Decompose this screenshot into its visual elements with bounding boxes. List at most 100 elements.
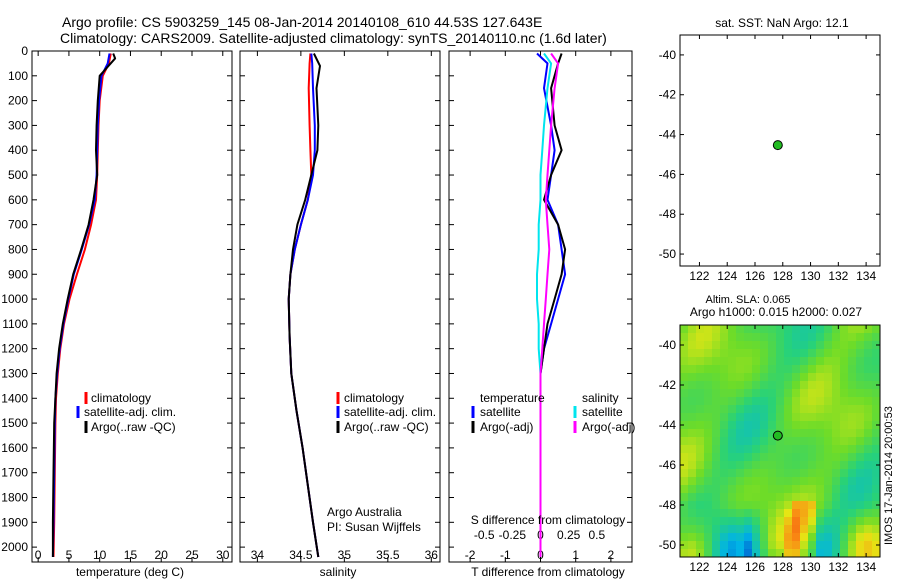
heatmap-cell — [752, 429, 761, 438]
sst-map-frame — [679, 34, 881, 267]
heatmap-cell — [800, 437, 809, 446]
y-tick-label: -48 — [659, 498, 677, 512]
heatmap-cell — [736, 429, 745, 438]
heatmap-cell — [688, 405, 697, 414]
heatmap-cell — [720, 389, 729, 398]
heatmap-cell — [776, 421, 785, 430]
heatmap-cell — [840, 325, 849, 334]
y-tick-label: 100 — [8, 69, 28, 83]
heatmap-cell — [736, 405, 745, 414]
heatmap-cell — [792, 333, 801, 342]
heatmap-cell — [864, 549, 873, 557]
heatmap-cell — [696, 469, 705, 478]
heatmap-cell — [680, 421, 689, 430]
heatmap-cell — [840, 469, 849, 478]
heatmap-cell — [832, 533, 841, 542]
heatmap-cell — [704, 381, 713, 390]
heatmap-cell — [760, 453, 769, 462]
heatmap-cell — [712, 533, 721, 542]
heatmap-cell — [752, 485, 761, 494]
heatmap-cell — [776, 493, 785, 502]
heatmap-cell — [712, 429, 721, 438]
y-tick-label: -50 — [659, 247, 677, 261]
heatmap-cell — [680, 397, 689, 406]
y-tick-label: 200 — [8, 94, 28, 108]
heatmap-cell — [824, 373, 833, 382]
x-tick-label: 5 — [66, 548, 73, 562]
heatmap-cell — [768, 541, 777, 550]
x-tick-label: 122 — [689, 560, 709, 574]
heatmap-cell — [800, 541, 809, 550]
heatmap-cell — [840, 413, 849, 422]
heatmap-cell — [744, 509, 753, 518]
heatmap-cell — [744, 533, 753, 542]
legend-label-t-satellite: satellite — [480, 405, 521, 419]
heatmap-cell — [776, 325, 785, 334]
heatmap-cell — [824, 349, 833, 358]
heatmap-cell — [784, 445, 793, 454]
heatmap-cell — [824, 381, 833, 390]
heatmap-cell — [736, 493, 745, 502]
heatmap-cell — [832, 525, 841, 534]
heatmap-cell — [760, 357, 769, 366]
heatmap-cell — [736, 325, 745, 334]
heatmap-cell — [776, 413, 785, 422]
heatmap-cell — [856, 373, 865, 382]
heatmap-cell — [752, 549, 761, 557]
heatmap-cell — [712, 461, 721, 470]
x-tick-label: 128 — [773, 560, 793, 574]
heatmap-cell — [808, 517, 817, 526]
heatmap-cell — [752, 533, 761, 542]
heatmap-cell — [680, 325, 689, 334]
heatmap-cell — [744, 493, 753, 502]
x-tick-label: 35.5 — [376, 548, 400, 562]
heatmap-cell — [840, 461, 849, 470]
heatmap-cell — [840, 421, 849, 430]
y-tick-label: 1400 — [1, 391, 28, 405]
y-tick-label: 700 — [8, 218, 28, 232]
heatmap-cell — [864, 469, 873, 478]
heatmap-cell — [824, 549, 833, 557]
heatmap-cell — [712, 421, 721, 430]
heatmap-cell — [792, 509, 801, 518]
heatmap-cell — [864, 341, 873, 350]
heatmap-cell — [848, 445, 857, 454]
heatmap-cell — [728, 373, 737, 382]
heatmap-cell — [688, 397, 697, 406]
heatmap-cell — [776, 453, 785, 462]
heatmap-cell — [872, 365, 880, 374]
heatmap-cell — [816, 381, 825, 390]
heatmap-cell — [696, 365, 705, 374]
heatmap-cell — [760, 429, 769, 438]
heatmap-cell — [768, 477, 777, 486]
heatmap-cell — [696, 397, 705, 406]
heatmap-cell — [760, 389, 769, 398]
heatmap-cell — [728, 461, 737, 470]
series-line — [51, 53, 111, 558]
heatmap-cell — [728, 325, 737, 334]
heatmap-cell — [784, 389, 793, 398]
heatmap-cell — [720, 421, 729, 430]
heatmap-cell — [760, 469, 769, 478]
heatmap-cell — [856, 445, 865, 454]
heatmap-cell — [744, 381, 753, 390]
heatmap-cell — [808, 461, 817, 470]
heatmap-cell — [712, 381, 721, 390]
heatmap-cell — [720, 325, 729, 334]
heatmap-cell — [744, 413, 753, 422]
heatmap-cell — [728, 333, 737, 342]
x-tick-label: 124 — [717, 560, 737, 574]
heatmap-cell — [840, 549, 849, 557]
heatmap-cell — [768, 525, 777, 534]
heatmap-cell — [752, 421, 761, 430]
heatmap-cell — [736, 469, 745, 478]
heatmap-cell — [792, 461, 801, 470]
heatmap-cell — [800, 469, 809, 478]
heatmap-cell — [784, 477, 793, 486]
heatmap-cell — [816, 493, 825, 502]
heatmap-cell — [680, 381, 689, 390]
heatmap-cell — [776, 373, 785, 382]
heatmap-cell — [768, 509, 777, 518]
heatmap-cell — [736, 365, 745, 374]
heatmap-cell — [680, 501, 689, 510]
